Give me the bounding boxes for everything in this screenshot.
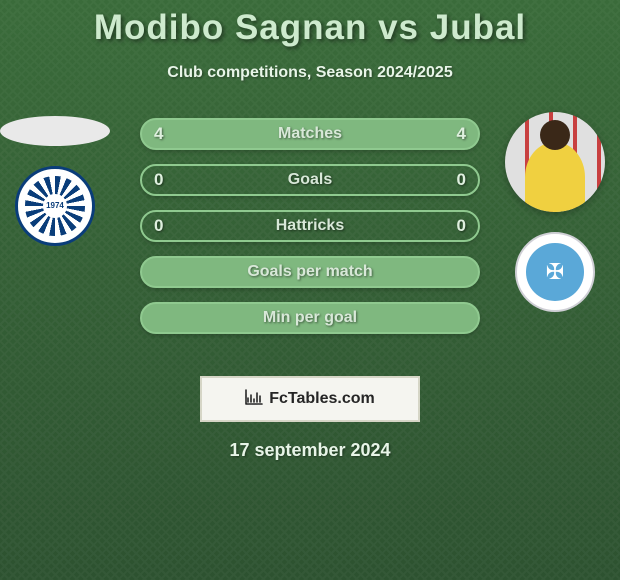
club-badge-left-inner: 1974 — [25, 176, 84, 235]
stat-bar: 4 Matches 4 — [140, 118, 480, 150]
stat-value-right: 0 — [457, 216, 466, 236]
stat-value-left: 0 — [154, 170, 163, 190]
stat-bars: 4 Matches 4 0 Goals 0 0 Hattricks 0 Goals per mat… — [140, 112, 480, 334]
stat-value-left: 0 — [154, 216, 163, 236]
stat-bar: Min per goal — [140, 302, 480, 334]
stat-value-left: 4 — [154, 124, 163, 144]
stat-label: Goals per match — [247, 263, 372, 281]
player-right-column: ✠ — [500, 112, 610, 312]
stat-label: Goals — [288, 171, 332, 189]
stat-label: Min per goal — [263, 309, 357, 327]
stat-bar: 0 Hattricks 0 — [140, 210, 480, 242]
stat-bar: 0 Goals 0 — [140, 164, 480, 196]
club-badge-right-inner: ✠ — [526, 243, 584, 301]
infographic-root: Modibo Sagnan vs Jubal Club competitions… — [0, 0, 620, 580]
player-left-column: 1974 — [0, 112, 110, 246]
stat-value-right: 4 — [457, 124, 466, 144]
stat-label: Hattricks — [276, 217, 344, 235]
club-badge-left: 1974 — [15, 166, 95, 246]
content-area: 1974 ✠ 4 Matches 4 0 Goals 0 0 Hattricks 0 Goals … — [0, 112, 620, 372]
player-left-photo-placeholder — [0, 116, 110, 146]
player-right-photo — [505, 112, 605, 212]
photo-jersey — [525, 142, 585, 212]
photo-head — [540, 120, 570, 150]
stat-value-right: 0 — [457, 170, 466, 190]
club-badge-right: ✠ — [515, 232, 595, 312]
stat-bar: Goals per match — [140, 256, 480, 288]
club-badge-left-year: 1974 — [43, 194, 67, 218]
maltese-cross-icon: ✠ — [546, 259, 564, 285]
stat-label: Matches — [278, 125, 342, 143]
